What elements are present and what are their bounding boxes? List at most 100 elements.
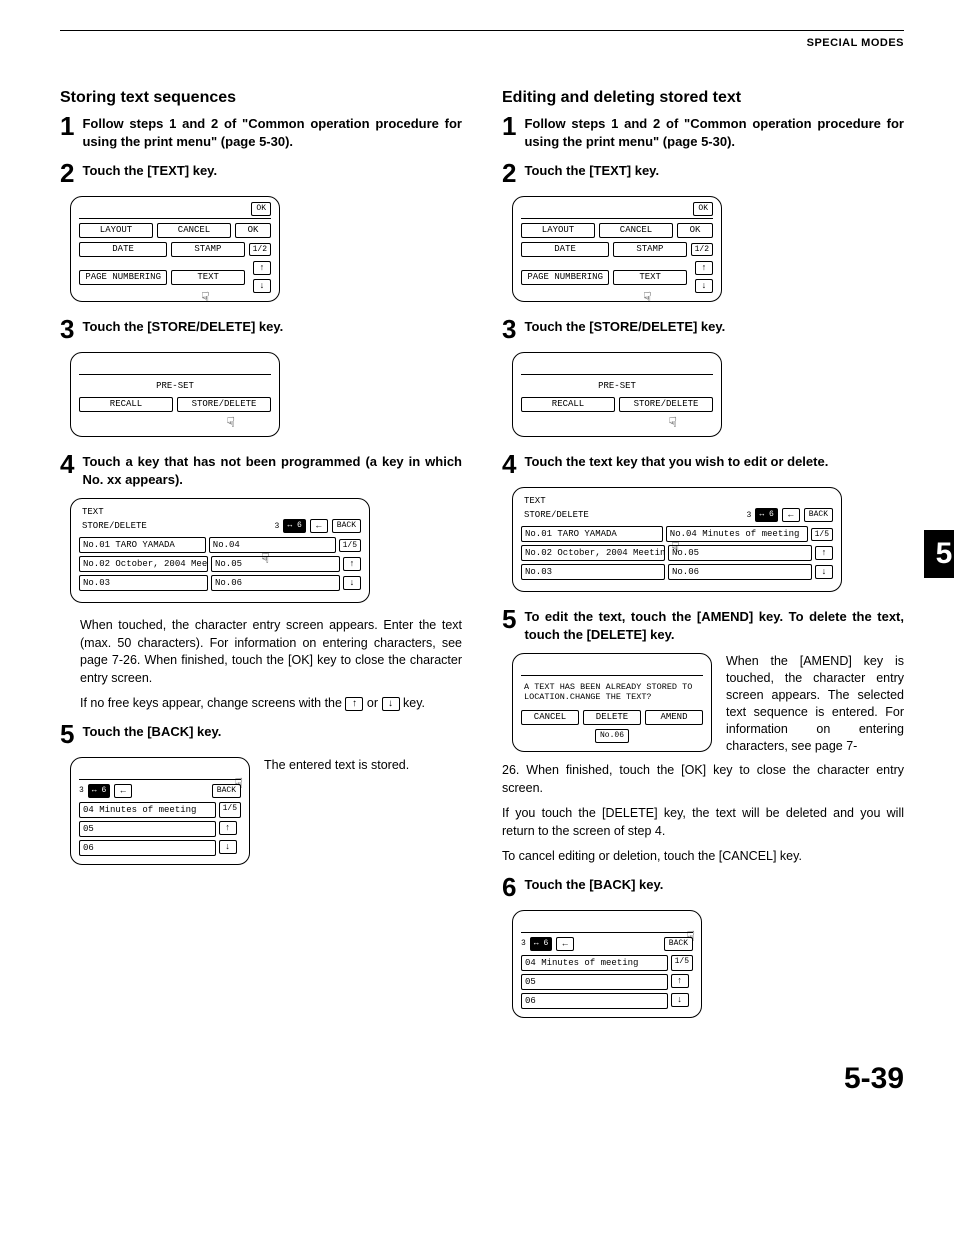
hand-pointer-icon: ☟ [226, 415, 235, 432]
step-num-1: 1 [60, 113, 74, 139]
hand-pointer-icon: ☟ [671, 540, 680, 557]
up-key-icon: ↑ [345, 697, 363, 711]
up-arrow-icon[interactable]: ↑ [343, 557, 361, 571]
recall-button[interactable]: RECALL [79, 397, 173, 412]
page-indicator: 1/5 [671, 955, 693, 971]
hand-pointer-icon: ☟ [201, 290, 210, 307]
back-arrow-icon[interactable]: ← [782, 508, 800, 522]
list-item[interactable]: 04 Minutes of meeting [79, 802, 216, 818]
stamp-button[interactable]: STAMP [171, 242, 244, 257]
panel-print-menu: OK LAYOUT CANCEL OK DATE STAMP 1/2 PAGE … [512, 196, 722, 302]
cancel-button[interactable]: CANCEL [599, 223, 673, 238]
list-item[interactable]: 04 Minutes of meeting [521, 955, 668, 971]
list-item[interactable]: No.03 [521, 564, 665, 580]
right-step2: Touch the [TEXT] key. [524, 160, 659, 180]
page-numbering-button[interactable]: PAGE NUMBERING [79, 270, 167, 285]
ok-button[interactable]: OK [235, 223, 271, 238]
left-step4: Touch a key that has not been programmed… [82, 451, 462, 488]
lr-indicator-icon: ↔ 6 [530, 937, 552, 951]
list-item[interactable]: No.01 TARO YAMADA [521, 526, 663, 542]
down-arrow-icon[interactable]: ↓ [219, 840, 237, 854]
hand-pointer-icon: ☟ [234, 776, 243, 793]
text-header: TEXT [79, 505, 361, 519]
sd-header: STORE/DELETE [521, 508, 592, 522]
list-item[interactable]: 06 [79, 840, 216, 856]
step-num-4: 4 [60, 451, 74, 477]
list-item[interactable]: No.05 [211, 556, 340, 572]
page-indicator: 1/5 [811, 528, 833, 541]
layout-button[interactable]: LAYOUT [79, 223, 153, 238]
page-indicator: 1/5 [339, 539, 361, 552]
text-button[interactable]: TEXT [613, 270, 687, 285]
date-button[interactable]: DATE [521, 242, 609, 257]
down-arrow-icon[interactable]: ↓ [695, 279, 713, 293]
list-item[interactable]: 06 [521, 993, 668, 1009]
down-arrow-icon[interactable]: ↓ [815, 565, 833, 579]
hand-pointer-icon: ☟ [261, 551, 270, 568]
stamp-button[interactable]: STAMP [613, 242, 686, 257]
down-arrow-icon[interactable]: ↓ [343, 576, 361, 590]
list-item[interactable]: 05 [79, 821, 216, 837]
panel-text-list: TEXT STORE/DELETE 3 ↔ 6 ← BACK No.01 TAR… [70, 498, 370, 603]
date-button[interactable]: DATE [79, 242, 167, 257]
list-item[interactable]: No.04 [209, 537, 336, 553]
text-button[interactable]: TEXT [171, 270, 245, 285]
up-arrow-icon[interactable]: ↑ [253, 261, 271, 275]
up-arrow-icon[interactable]: ↑ [815, 546, 833, 560]
hand-pointer-icon: ☟ [668, 415, 677, 432]
step-num-2: 2 [60, 160, 74, 186]
back-button[interactable]: BACK [804, 508, 833, 522]
up-arrow-icon[interactable]: ↑ [219, 821, 237, 835]
list-item[interactable]: No.06 [668, 564, 812, 580]
down-arrow-icon[interactable]: ↓ [671, 993, 689, 1007]
right-step5-body: 26. When finished, touch the [OK] key to… [502, 762, 904, 797]
panel-back-list: 3 ↔ 6 ← BACK 04 Minutes of meeting 1/5 0… [70, 757, 250, 865]
lr-indicator-icon: ↔ 6 [755, 508, 777, 522]
sd-header: STORE/DELETE [79, 519, 150, 533]
panel-preset: PRE-SET RECALL STORE/DELETE ☟ [70, 352, 280, 437]
back-arrow-icon[interactable]: ← [310, 519, 328, 533]
left-step1: Follow steps 1 and 2 of "Common operatio… [82, 113, 462, 150]
ok-button[interactable]: OK [693, 202, 713, 216]
up-arrow-icon[interactable]: ↑ [671, 974, 689, 988]
list-item[interactable]: No.01 TARO YAMADA [79, 537, 206, 553]
recall-button[interactable]: RECALL [521, 397, 615, 412]
step-num-6: 6 [502, 874, 516, 900]
list-item[interactable]: 05 [521, 974, 668, 990]
right-step5-body2: If you touch the [DELETE] key, the text … [502, 805, 904, 840]
list-item[interactable]: No.02 October, 2004 Meeting [79, 556, 208, 572]
down-arrow-icon[interactable]: ↓ [253, 279, 271, 293]
step-num-2: 2 [502, 160, 516, 186]
dialog-message: A TEXT HAS BEEN ALREADY STORED TO LOCATI… [521, 680, 703, 704]
preset-label: PRE-SET [79, 379, 271, 393]
layout-button[interactable]: LAYOUT [521, 223, 595, 238]
list-item[interactable]: No.02 October, 2004 Meeting [521, 545, 665, 561]
cancel-button[interactable]: CANCEL [521, 710, 579, 725]
store-delete-button[interactable]: STORE/DELETE [619, 397, 713, 412]
back-arrow-icon[interactable]: ← [114, 784, 132, 798]
step-num-1: 1 [502, 113, 516, 139]
up-arrow-icon[interactable]: ↑ [695, 261, 713, 275]
page-indicator: 1/2 [249, 243, 271, 256]
hand-pointer-icon: ☟ [643, 290, 652, 307]
list-item[interactable]: No.03 [79, 575, 208, 591]
back-button[interactable]: BACK [332, 519, 361, 533]
ok-button[interactable]: OK [677, 223, 713, 238]
cancel-button[interactable]: CANCEL [157, 223, 231, 238]
step-num-5: 5 [60, 721, 74, 747]
list-item[interactable]: No.06 [211, 575, 340, 591]
three-label: 3 [275, 522, 280, 531]
page-numbering-button[interactable]: PAGE NUMBERING [521, 270, 609, 285]
back-arrow-icon[interactable]: ← [556, 937, 574, 951]
lr-indicator-icon: ↔ 6 [283, 519, 305, 533]
list-item[interactable]: No.05 [668, 545, 812, 561]
text-header: TEXT [521, 494, 833, 508]
left-title: Storing text sequences [60, 89, 462, 107]
right-step5: To edit the text, touch the [AMEND] key.… [524, 606, 904, 643]
store-delete-button[interactable]: STORE/DELETE [177, 397, 271, 412]
list-item[interactable]: No.04 Minutes of meeting [666, 526, 808, 542]
step-num-4: 4 [502, 451, 516, 477]
amend-button[interactable]: AMEND [645, 710, 703, 725]
delete-button[interactable]: DELETE [583, 710, 641, 725]
ok-button[interactable]: OK [251, 202, 271, 216]
